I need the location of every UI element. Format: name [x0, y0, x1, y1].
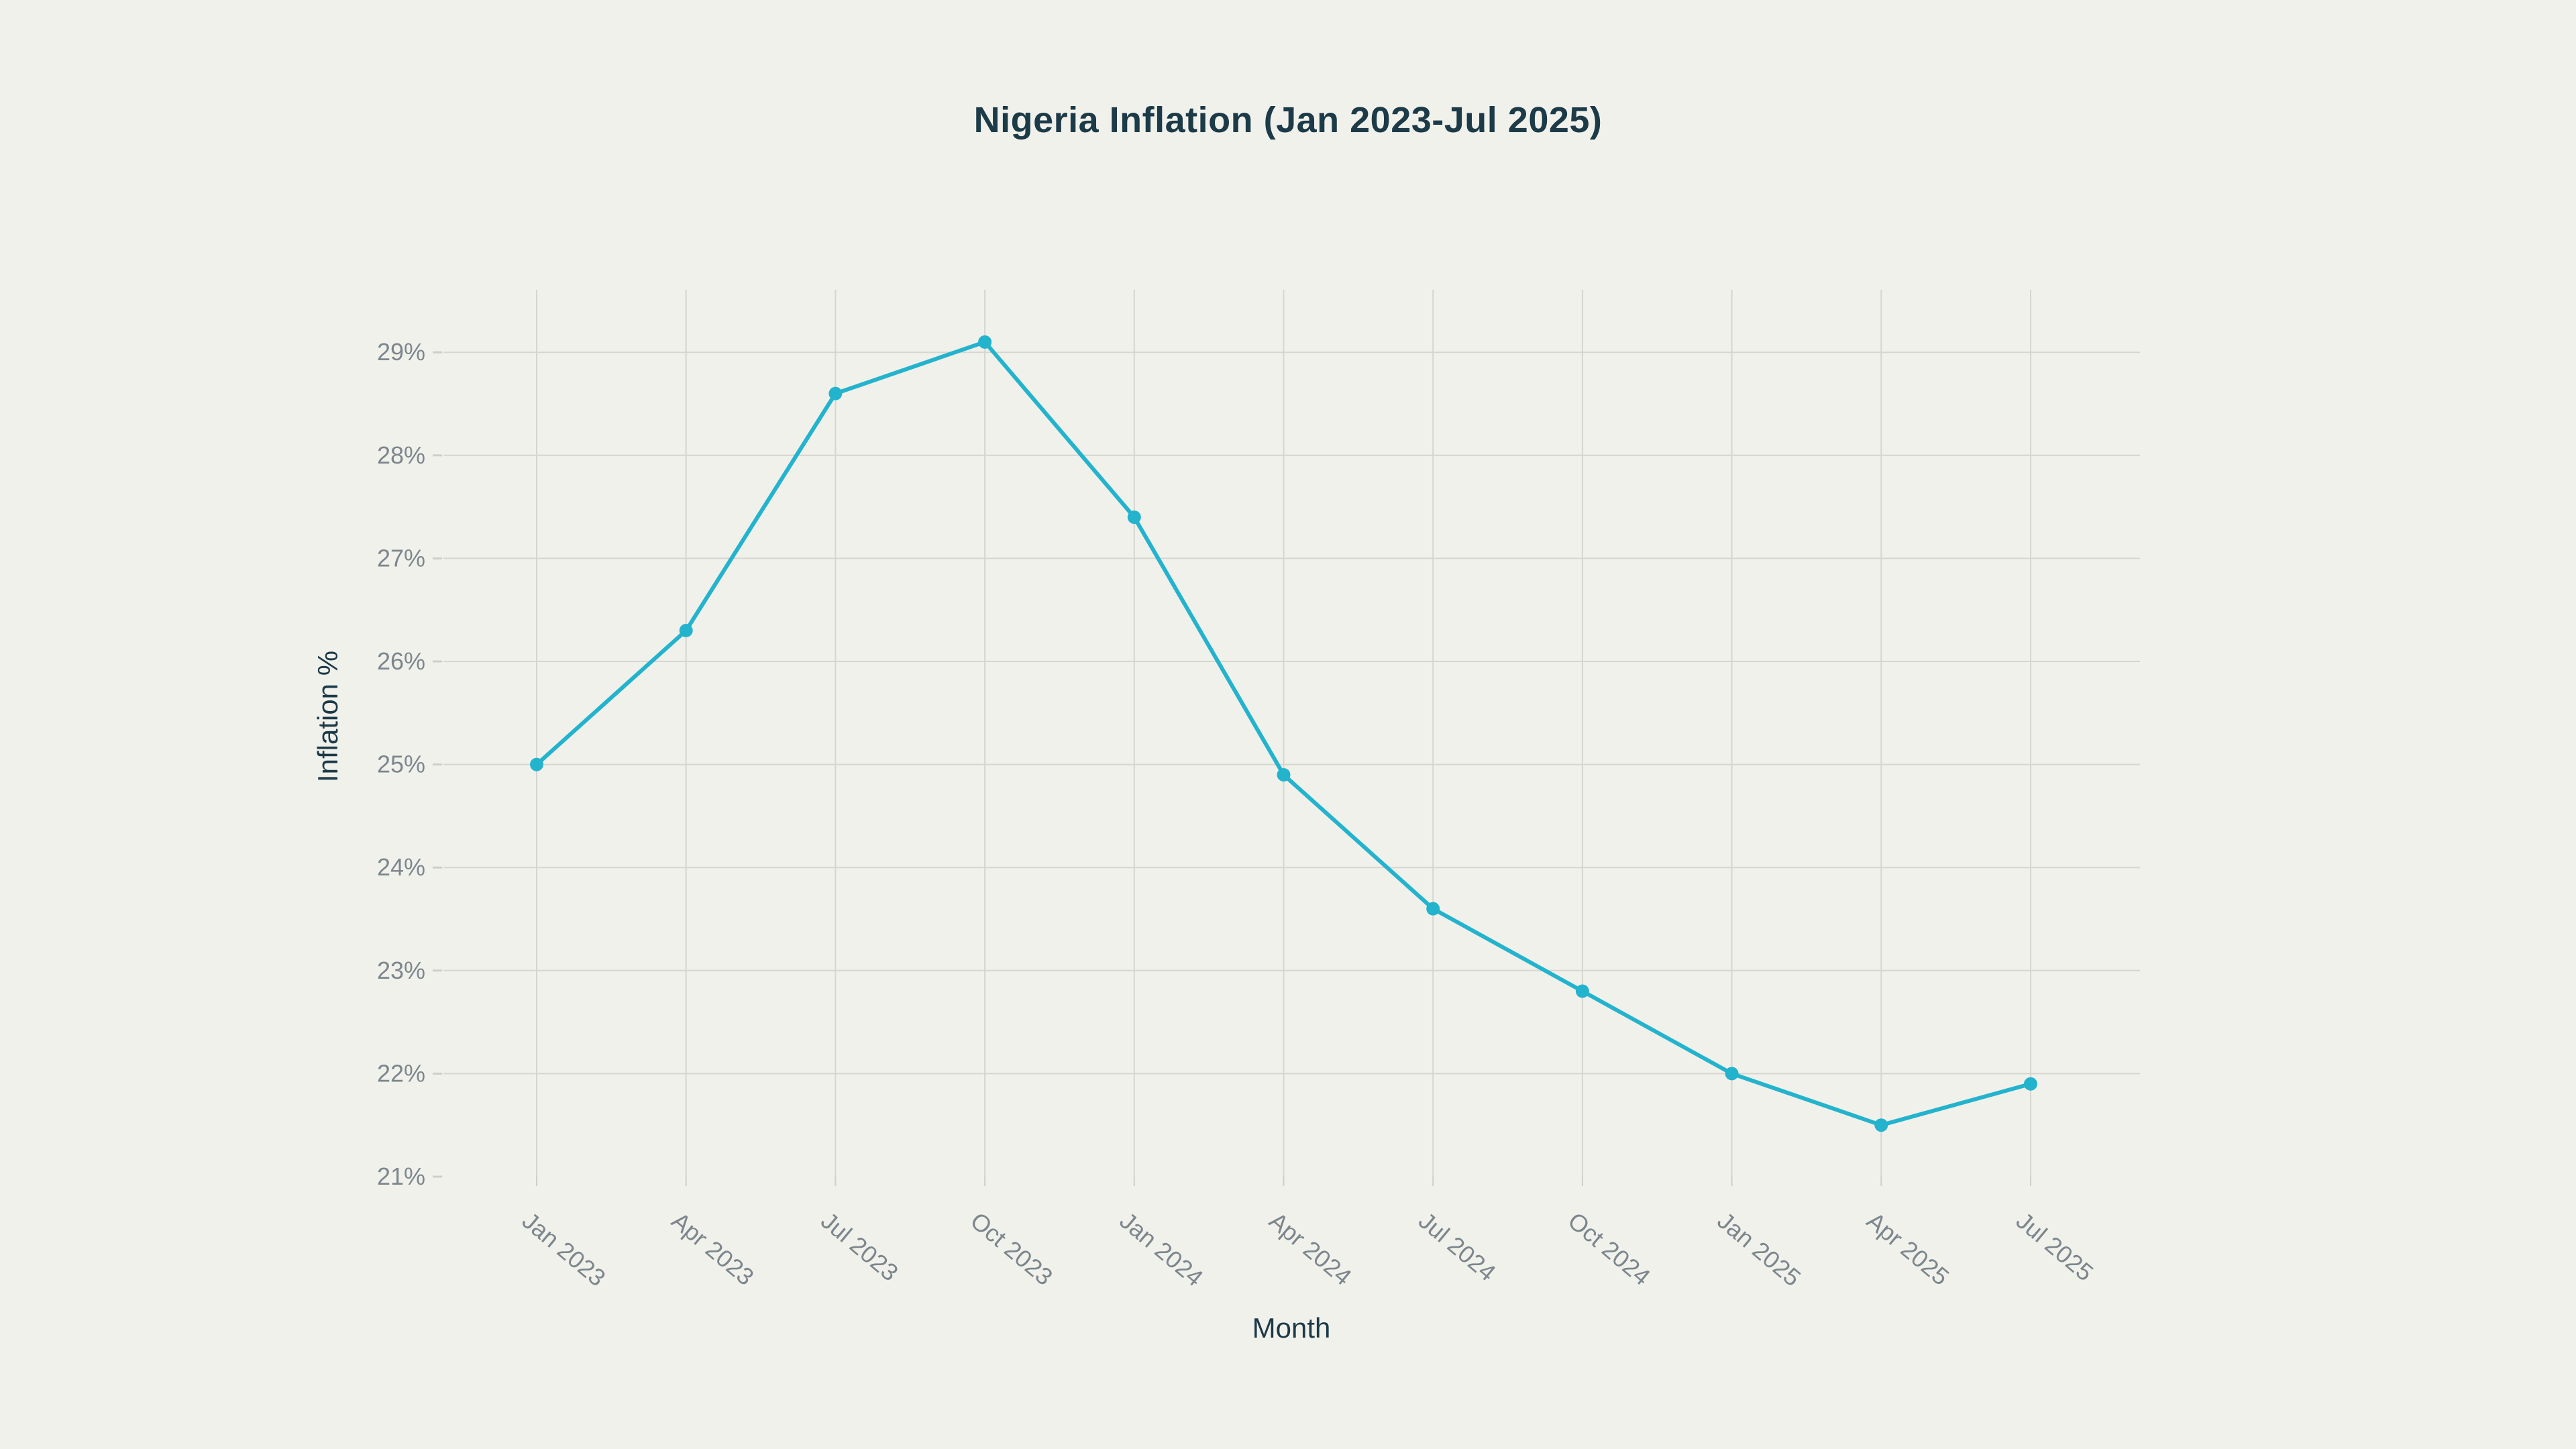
gridlines	[433, 290, 2140, 1186]
y-tick-label: 29%	[377, 338, 425, 366]
x-tick-label: Jan 2024	[1115, 1207, 1209, 1292]
x-tick-label: Apr 2023	[667, 1207, 759, 1291]
data-point-apr-2024[interactable]	[1277, 767, 1291, 782]
y-axis-title: Inflation %	[312, 650, 343, 783]
chart-title: Nigeria Inflation (Jan 2023-Jul 2025)	[973, 100, 1603, 140]
data-point-jan-2023[interactable]	[530, 757, 543, 771]
x-tick-label: Apr 2024	[1264, 1207, 1356, 1291]
x-tick-label: Jan 2025	[1712, 1207, 1806, 1292]
data-point-jul-2025[interactable]	[2024, 1077, 2037, 1091]
data-point-jul-2024[interactable]	[1426, 902, 1440, 916]
data-point-jul-2023[interactable]	[828, 386, 843, 400]
x-tick-label: Jul 2024	[1413, 1207, 1501, 1287]
x-tick-label: Apr 2025	[1862, 1207, 1954, 1291]
x-tick-label: Oct 2023	[965, 1207, 1058, 1291]
data-point-apr-2023[interactable]	[679, 623, 693, 637]
y-tick-label: 23%	[377, 957, 425, 984]
data-point-apr-2025[interactable]	[1874, 1118, 1888, 1132]
x-tick-label: Jul 2025	[2011, 1207, 2099, 1287]
y-tick-label: 27%	[377, 544, 425, 572]
y-tick-label: 22%	[377, 1059, 425, 1087]
data-point-oct-2023[interactable]	[978, 335, 992, 349]
data-point-jan-2024[interactable]	[1127, 510, 1141, 524]
x-axis-title: Month	[1252, 1312, 1331, 1344]
data-point-jan-2025[interactable]	[1725, 1067, 1739, 1081]
x-tick-label: Jan 2023	[517, 1207, 611, 1292]
y-tick-label: 26%	[377, 647, 425, 675]
x-tick-label: Oct 2024	[1563, 1207, 1656, 1291]
data-point-oct-2024[interactable]	[1575, 984, 1589, 998]
y-tick-label: 24%	[377, 853, 425, 881]
x-tick-label: Jul 2023	[816, 1207, 904, 1287]
y-tick-label: 21%	[377, 1163, 425, 1190]
y-tick-label: 28%	[377, 441, 425, 469]
y-tick-label: 25%	[377, 751, 425, 778]
